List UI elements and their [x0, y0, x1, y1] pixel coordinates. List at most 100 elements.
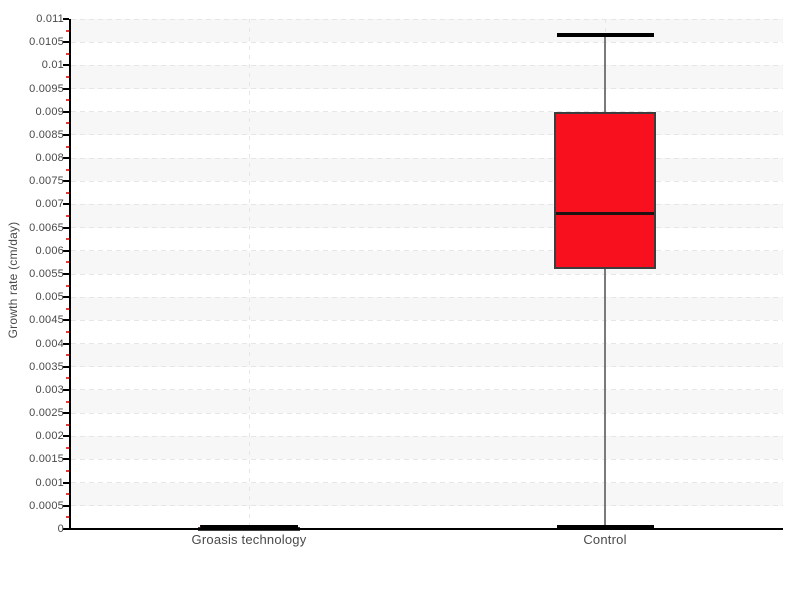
h-gridline [71, 64, 783, 66]
y-minor-tick [66, 354, 69, 357]
y-tick-label: 0.0085 [29, 128, 64, 141]
plot-band [71, 111, 783, 135]
y-major-tick [63, 226, 69, 229]
plot-band [71, 389, 783, 414]
y-tick-label: 0.0105 [29, 36, 64, 49]
h-gridline [71, 41, 783, 43]
y-major-tick [63, 41, 69, 44]
whisker-cap-top [556, 33, 654, 38]
y-minor-tick [66, 122, 69, 125]
y-major-tick [63, 180, 69, 183]
plot-band [71, 297, 783, 321]
y-major-tick [63, 157, 69, 160]
y-major-tick [63, 388, 69, 391]
h-gridline [71, 389, 783, 391]
y-tick-label: 0.011 [36, 13, 64, 25]
y-major-tick [63, 273, 69, 275]
h-gridline [71, 111, 783, 113]
y-major-tick [63, 342, 69, 345]
h-gridline [71, 435, 783, 437]
y-minor-tick [66, 145, 69, 148]
y-minor-tick [66, 215, 69, 218]
plot-band [71, 250, 783, 274]
whisker-cap-bottom [200, 524, 298, 529]
y-major-tick [63, 365, 69, 368]
h-gridline [71, 319, 783, 321]
h-gridline [71, 343, 783, 345]
y-tick-label: 0 [57, 523, 64, 535]
y-tick-label: 0.0075 [29, 175, 64, 188]
h-gridline [71, 203, 783, 205]
y-major-tick [63, 435, 69, 438]
y-minor-tick [66, 423, 69, 426]
y-tick-label: 0.0035 [29, 360, 64, 373]
y-tick-label: 0.0015 [29, 453, 64, 466]
y-tick-label: 0.0065 [29, 221, 64, 234]
y-minor-tick [66, 493, 69, 496]
plot-band [71, 436, 783, 460]
h-gridline [71, 18, 783, 20]
h-gridline [71, 227, 783, 229]
plot-band [71, 204, 783, 228]
y-tick-label: 0.009 [35, 105, 64, 118]
x-axis-line [69, 528, 783, 530]
y-major-tick [63, 528, 69, 530]
y-tick-label: 0.008 [35, 152, 64, 165]
y-minor-tick [66, 168, 69, 171]
y-tick-label: 0.0095 [29, 82, 64, 95]
h-gridline [71, 134, 783, 136]
y-major-tick [63, 64, 69, 67]
y-major-tick [63, 249, 69, 252]
box [554, 111, 656, 270]
h-gridline [71, 412, 783, 414]
h-gridline [71, 250, 783, 252]
median-line [556, 212, 654, 216]
y-minor-tick [66, 330, 69, 333]
y-tick-label: 0.003 [35, 383, 64, 396]
y-major-tick [63, 481, 69, 484]
y-major-tick [63, 504, 69, 507]
y-major-tick [63, 133, 69, 136]
h-gridline [71, 482, 783, 484]
y-axis-line [69, 19, 71, 530]
h-gridline [71, 505, 783, 507]
y-minor-tick [66, 470, 69, 473]
y-minor-tick [66, 75, 69, 78]
y-major-tick [63, 412, 69, 415]
x-tick-label: Control [583, 532, 627, 547]
y-tick-label: 0.0025 [29, 407, 64, 420]
y-tick-label: 0.005 [35, 291, 64, 304]
y-minor-tick [66, 516, 69, 519]
y-tick-label: 0.0055 [29, 268, 64, 280]
y-minor-tick [66, 191, 69, 194]
y-minor-tick [66, 377, 69, 380]
y-tick-label: 0.01 [41, 59, 64, 72]
h-gridline [71, 88, 783, 90]
h-gridline [71, 366, 783, 368]
y-tick-label: 0.002 [35, 430, 64, 443]
y-major-tick [63, 18, 69, 20]
y-minor-tick [66, 307, 69, 310]
y-tick-label: 0.006 [35, 244, 64, 257]
h-gridline [71, 157, 783, 159]
y-tick-label: 0.007 [35, 198, 64, 211]
y-minor-tick [66, 52, 69, 55]
plot-band [71, 65, 783, 89]
h-gridline [71, 458, 783, 460]
y-minor-tick [66, 446, 69, 449]
y-major-tick [63, 110, 69, 113]
y-tick-label: 0.0005 [29, 499, 64, 512]
y-minor-tick [66, 261, 69, 264]
y-tick-label: 0.001 [35, 476, 64, 489]
x-tick-label: Groasis technology [191, 532, 307, 547]
v-gridline [248, 19, 250, 529]
h-gridline [71, 296, 783, 298]
y-major-tick [63, 203, 69, 206]
whisker-line [604, 35, 606, 527]
y-major-tick [63, 87, 69, 90]
plot-band [71, 482, 783, 506]
y-minor-tick [66, 238, 69, 241]
plot-band [71, 343, 783, 367]
